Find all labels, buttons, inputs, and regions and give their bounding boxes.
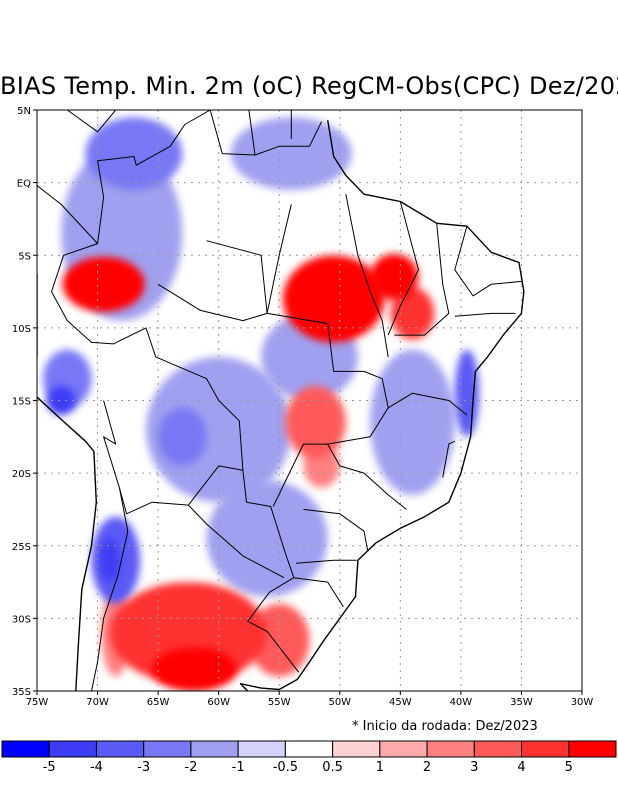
country-borders <box>37 110 525 691</box>
bias-blob-18 <box>370 349 455 495</box>
bias-blob-19 <box>454 349 480 437</box>
border-line <box>394 223 450 336</box>
colorbar-box <box>426 740 475 758</box>
colorbar-label: 1 <box>376 760 384 775</box>
colorbar-box <box>284 740 334 758</box>
lat-tick-label: 30S <box>12 614 31 625</box>
border-line <box>91 487 129 691</box>
border-line <box>296 559 357 564</box>
border-line <box>491 280 522 285</box>
colorbar-box <box>143 740 192 758</box>
bias-blob-4 <box>285 385 346 459</box>
bias-blob-22 <box>99 538 120 583</box>
lat-tick-label: 10S <box>12 324 31 335</box>
bias-blob-14 <box>46 385 76 416</box>
border-line <box>454 226 492 297</box>
lon-tick-label: 30W <box>571 697 594 708</box>
lat-tick-label: 5S <box>18 251 31 262</box>
colorbar-label: 2 <box>423 760 431 775</box>
border-line <box>267 312 389 507</box>
colorbar-label: 5 <box>565 760 573 775</box>
grid-lines <box>37 110 582 691</box>
bias-field <box>43 117 480 691</box>
border-line <box>345 194 389 357</box>
lon-tick-label: 35W <box>510 697 533 708</box>
colorbar-label: -1 <box>232 760 245 775</box>
bias-blob-1 <box>282 255 385 343</box>
lon-tick-label: 65W <box>147 697 170 708</box>
lat-tick-label: 25S <box>12 542 31 553</box>
border-line <box>293 577 344 608</box>
bias-blob-2 <box>370 253 419 301</box>
border-line <box>51 291 299 673</box>
border-line <box>387 201 419 336</box>
map-title: BIAS Temp. Min. 2m (oC) RegCM-Obs(CPC) D… <box>0 72 618 100</box>
lat-tick-label: 5N <box>17 106 31 117</box>
border-line <box>37 185 98 244</box>
border-line <box>442 440 456 478</box>
colorbar-label: 0.5 <box>322 760 343 775</box>
colorbar-box <box>95 740 145 758</box>
border-line <box>387 392 468 416</box>
border-line <box>327 443 407 510</box>
border-line <box>266 204 292 314</box>
border-line <box>67 110 117 133</box>
border-line <box>157 240 268 322</box>
border-line <box>248 110 256 156</box>
bias-map: 75W 70W 65W 60W 55W 50W 45W 40W 35W 30W 5N EQ 5S 10S 1… <box>12 106 593 708</box>
bias-blob-3 <box>390 287 435 340</box>
bias-blob-11 <box>85 117 183 190</box>
border-line <box>188 504 285 579</box>
border-line <box>51 110 323 292</box>
colorbar: -5 -4 -3 -2 -1 -0.5 0.5 1 2 3 4 5 <box>1 740 617 775</box>
lon-tick-label: 75W <box>26 697 49 708</box>
lon-tick-label: 50W <box>328 697 351 708</box>
bias-blob-12 <box>230 117 352 190</box>
colorbar-box <box>332 740 381 758</box>
colorbar-box <box>1 740 50 758</box>
lon-tick-label: 70W <box>86 697 109 708</box>
lat-tick-label: 20S <box>12 469 31 480</box>
border-line <box>303 508 369 551</box>
colorbar-box <box>48 740 97 758</box>
colorbar-label: -4 <box>90 760 103 775</box>
colorbar-box <box>379 740 428 758</box>
colorbar-box <box>568 740 617 758</box>
border-line <box>454 312 516 317</box>
colorbar-label: -5 <box>43 760 56 775</box>
bias-blob-16 <box>158 407 207 466</box>
bias-blob-7 <box>152 647 237 691</box>
colorbar-label: 3 <box>470 760 478 775</box>
colorbar-box <box>190 740 239 758</box>
lat-tick-label: 15S <box>12 397 31 408</box>
lon-tick-label: 60W <box>207 697 230 708</box>
colorbar-label: -2 <box>184 760 197 775</box>
bias-blob-20 <box>206 480 328 597</box>
bias-blob-0 <box>62 256 145 312</box>
colorbar-label: -0.5 <box>273 760 298 775</box>
lon-tick-label: 55W <box>268 697 291 708</box>
footnote: * Inicio da rodada: Dez/2023 <box>352 719 538 734</box>
lon-tick-label: 45W <box>389 697 412 708</box>
colorbar-label: 4 <box>517 760 525 775</box>
colorbar-label: -3 <box>137 760 150 775</box>
lat-tick-label: 35S <box>12 687 31 698</box>
lat-tick-label: EQ <box>17 179 31 190</box>
lon-tick-label: 40W <box>450 697 473 708</box>
axis-ticks: 75W 70W 65W 60W 55W 50W 45W 40W 35W 30W 5N EQ 5S 10S 1… <box>12 106 593 708</box>
border-line <box>103 400 243 515</box>
border-line <box>37 272 97 691</box>
colorbar-box <box>237 740 286 758</box>
colorbar-box <box>473 740 523 758</box>
colorbar-box <box>521 740 570 758</box>
